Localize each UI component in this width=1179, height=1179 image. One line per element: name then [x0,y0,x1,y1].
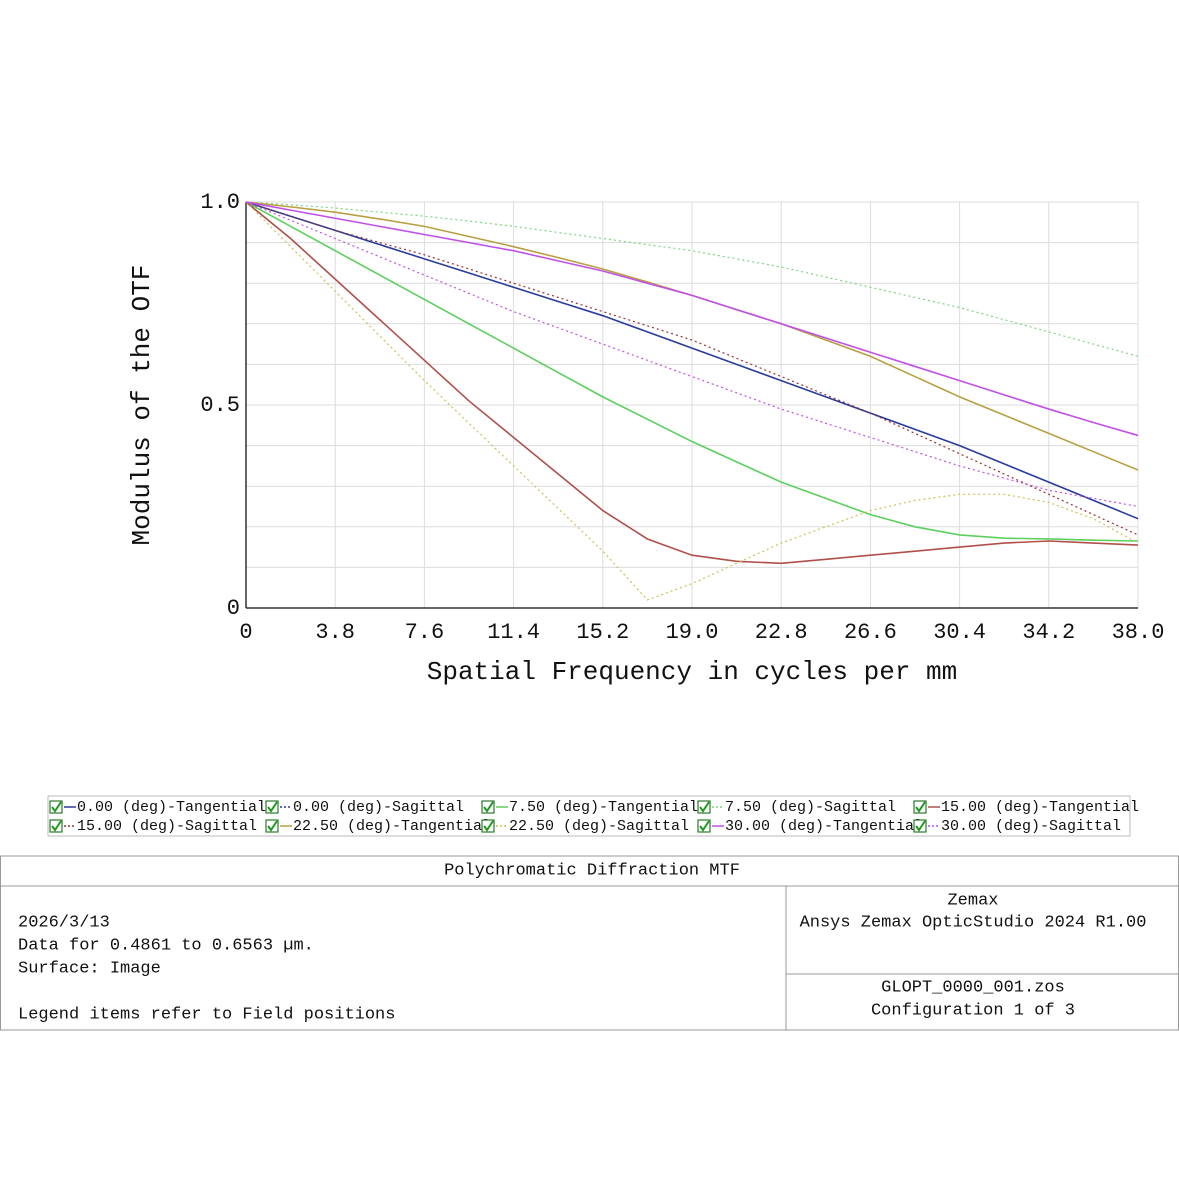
x-tick-label: 38.0 [1112,620,1165,645]
y-tick-label: 0 [227,596,240,621]
info-line: GLOPT_0000_001.zos [881,978,1065,997]
legend-label: 22.50 (deg)-Sagittal [509,818,689,835]
x-tick-label: 26.6 [844,620,897,645]
checkbox-check [915,820,926,832]
legend-label: 22.50 (deg)-Tangential [293,818,491,835]
info-title: Polychromatic Diffraction MTF [444,861,740,880]
x-tick-label: 19.0 [666,620,719,645]
info-line: Surface: Image [18,959,161,978]
y-axis-title: Modulus of the OTF [127,265,157,546]
x-tick-label: 0 [239,620,252,645]
legend-checkbox[interactable] [49,800,63,814]
series-line [245,201,1139,536]
series-line [245,201,1139,508]
legend-label: 7.50 (deg)-Sagittal [725,799,896,816]
legend-label: 30.00 (deg)-Sagittal [941,818,1121,835]
legend-checkbox[interactable] [265,800,279,814]
legend-checkbox[interactable] [697,819,711,833]
legend-checkbox[interactable] [481,800,495,814]
checkbox-check [483,801,494,813]
checkbox-check [483,820,494,832]
checkbox-check [699,820,710,832]
series-line [245,201,1139,542]
series-line [245,201,1139,601]
checkbox-check [51,801,62,813]
info-line: Legend items refer to Field positions [18,1005,395,1024]
info-line: Data for 0.4861 to 0.6563 µm. [18,936,314,955]
x-axis-title: Spatial Frequency in cycles per mm [427,657,958,687]
x-tick-label: 3.8 [315,620,355,645]
legend-checkbox[interactable] [481,819,495,833]
x-tick-label: 22.8 [755,620,808,645]
legend-checkbox[interactable] [49,819,63,833]
x-tick-label: 30.4 [933,620,986,645]
x-tick-label: 11.4 [487,620,540,645]
y-tick-label: 0.5 [200,393,240,418]
info-line: Ansys Zemax OpticStudio 2024 R1.00 [800,913,1147,932]
checkbox-check [51,820,62,832]
checkbox-check [699,801,710,813]
legend-label: 0.00 (deg)-Tangential [77,799,266,816]
legend-box [47,795,1131,837]
legend-checkbox[interactable] [265,819,279,833]
legend-checkbox[interactable] [913,819,927,833]
legend-checkbox[interactable] [697,800,711,814]
checkbox-check [267,801,278,813]
legend-label: 0.00 (deg)-Sagittal [293,799,464,816]
x-tick-label: 7.6 [405,620,445,645]
legend-label: 15.00 (deg)-Sagittal [77,818,257,835]
legend-checkbox[interactable] [913,800,927,814]
legend-label: 15.00 (deg)-Tangential [941,799,1139,816]
info-line: Configuration 1 of 3 [871,1001,1075,1020]
series-line [245,201,1139,520]
x-tick-label: 15.2 [576,620,629,645]
legend-label: 30.00 (deg)-Tangential [725,818,923,835]
checkbox-check [915,801,926,813]
y-tick-label: 1.0 [200,190,240,215]
info-line: Zemax [947,891,998,910]
legend-label: 7.50 (deg)-Tangential [509,799,698,816]
series-line [245,201,1139,437]
series-line [245,201,1139,565]
info-line: 2026/3/13 [18,913,110,932]
checkbox-check [267,820,278,832]
x-tick-label: 34.2 [1022,620,1075,645]
